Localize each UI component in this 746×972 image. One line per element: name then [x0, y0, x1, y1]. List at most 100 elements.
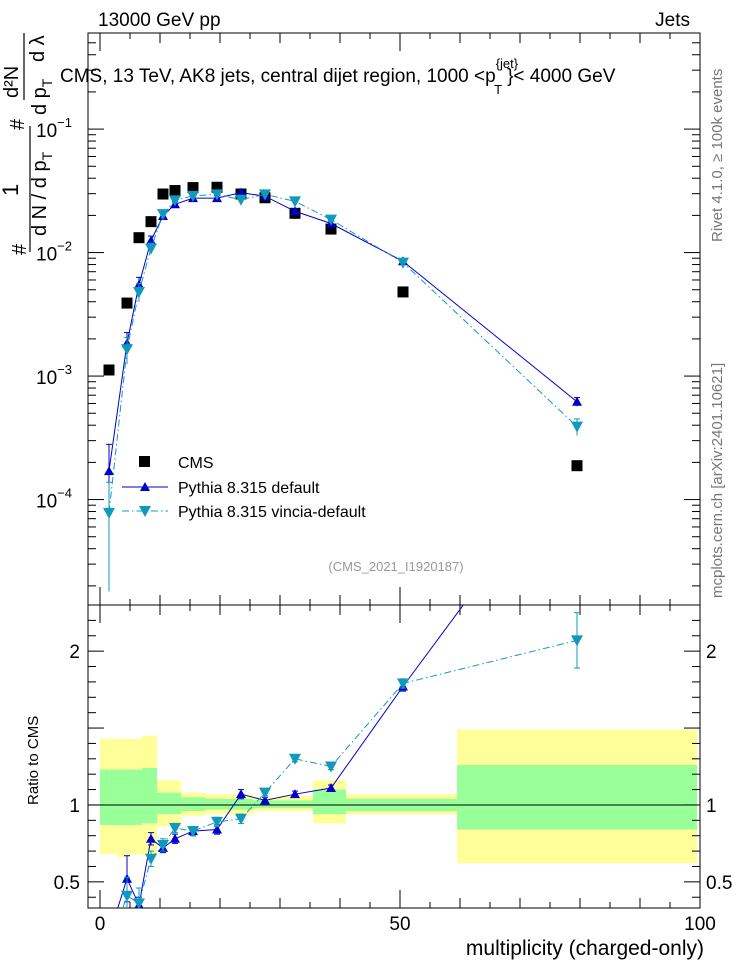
ylabel-hash-num: # [7, 118, 29, 130]
ratio-point-pythia-vincia [169, 823, 181, 835]
ylabel-dlambda: d λ [27, 35, 49, 62]
ratio-uncertainty-bands [100, 729, 697, 864]
ratio-point-pythia-default [104, 931, 114, 940]
data-point-pythia-vincia [157, 209, 169, 221]
ratio-line-pythia-vincia [122, 639, 578, 908]
ylabel-d2n: d²N [1, 66, 23, 98]
ratio-line-pythia-default [117, 605, 464, 908]
ratio-band-inner [181, 797, 205, 812]
ratio-point-pythia-vincia [325, 761, 337, 773]
data-point-cms [397, 286, 409, 298]
ratio-point-pythia-vincia [571, 635, 583, 647]
ratio-y-tick-label-right: 2 [706, 642, 717, 663]
ratio-band-inner [142, 768, 157, 824]
main-y-axis-label: 1 # d N / d pT # d²N d pT d λ [0, 33, 55, 255]
ratio-band-inner [130, 769, 142, 825]
ratio-point-pythia-default [326, 783, 336, 793]
data-point-pythia-vincia [145, 243, 157, 255]
plot-title-end: }< 4000 GeV [507, 66, 616, 87]
data-point-pythia-vincia [235, 194, 247, 206]
ylabel-dpt: d pT [29, 78, 55, 115]
data-point-pythia-vincia [133, 286, 145, 298]
ratio-band-inner [157, 792, 181, 815]
ratio-y-axis-label: Ratio to CMS [25, 716, 42, 805]
data-point-cms [145, 216, 157, 228]
data-point-cms [121, 297, 133, 309]
legend-label-pythia-vincia: Pythia 8.315 vincia-default [178, 504, 366, 521]
data-point-cms [157, 188, 169, 200]
ratio-point-pythia-default [212, 824, 222, 834]
header-right: Jets [655, 10, 690, 31]
ratio-data-series [103, 446, 583, 954]
ratio-band-inner [118, 769, 130, 825]
plot-title-sub: T [494, 82, 502, 97]
data-point-cms [103, 364, 115, 376]
ratio-point-pythia-vincia [259, 787, 271, 799]
ratio-point-pythia-vincia [397, 678, 409, 690]
data-point-cms [571, 460, 583, 472]
data-point-cms [187, 182, 199, 194]
data-point-pythia-vincia [103, 507, 115, 519]
ylabel-hash-left: # [9, 243, 31, 255]
ratio-point-pythia-vincia [145, 853, 157, 865]
data-point-pythia-vincia [259, 189, 271, 201]
data-point-pythia-default [104, 466, 114, 476]
ratio-point-pythia-vincia [211, 816, 223, 828]
data-point-pythia-vincia [211, 189, 223, 201]
plot-title: CMS, 13 TeV, AK8 jets, central dijet reg… [60, 56, 616, 97]
rivet-version-label: Rivet 4.1.0, ≥ 100k events [709, 69, 726, 242]
data-point-cms [325, 223, 337, 235]
ratio-y-tick-label-right: 0.5 [706, 873, 732, 894]
x-tick-label: 50 [389, 914, 410, 935]
data-point-pythia-vincia [397, 257, 409, 269]
main-y-axis: 10−1 10−2 10−3 10−4 [36, 42, 700, 587]
ratio-band-inner [229, 798, 253, 810]
data-point-cms [211, 181, 223, 193]
ratio-band-inner [205, 798, 229, 810]
data-point-pythia-vincia [169, 195, 181, 207]
legend: CMS Pythia 8.315 default Pythia 8.315 vi… [122, 455, 366, 521]
data-point-pythia-default [572, 396, 582, 406]
ratio-band-inner [100, 769, 118, 825]
ylabel-one: 1 [0, 184, 23, 196]
ylabel-denominator: d N / d pT [29, 151, 55, 236]
data-point-cms [169, 185, 181, 197]
data-point-pythia-vincia [289, 196, 301, 208]
series-line-pythia-default [108, 192, 578, 472]
data-point-pythia-vincia [571, 421, 583, 433]
ratio-point-pythia-vincia [103, 943, 115, 954]
ratio-y-tick-label: 0.5 [54, 873, 80, 894]
ratio-band-inner [277, 800, 313, 809]
x-tick-label: 0 [95, 914, 106, 935]
ratio-point-pythia-default [290, 789, 300, 799]
ratio-point-pythia-vincia [121, 890, 133, 902]
legend-label-cms: CMS [178, 455, 214, 472]
x-axis-label: multiplicity (charged-only) [466, 937, 704, 960]
plot-title-main: CMS, 13 TeV, AK8 jets, central dijet reg… [60, 66, 496, 87]
main-y-tick-label: 10−4 [36, 486, 72, 513]
legend-marker-pythia-vincia [139, 506, 151, 517]
main-data-series [103, 181, 583, 592]
ratio-point-pythia-default [146, 833, 156, 843]
ratio-point-pythia-vincia [289, 753, 301, 765]
x-axis: 0 50 100 [95, 33, 716, 935]
main-y-tick-label: 10−3 [36, 362, 72, 389]
ratio-y-tick-label: 1 [69, 796, 80, 817]
legend-label-pythia-default: Pythia 8.315 default [178, 480, 320, 497]
data-point-pythia-vincia [325, 214, 337, 226]
plot-title-sup: {jet} [496, 56, 519, 71]
ratio-point-pythia-vincia [133, 898, 145, 908]
ratio-point-pythia-default [260, 795, 270, 805]
data-point-pythia-default [236, 187, 246, 197]
ratio-point-pythia-default [170, 833, 180, 843]
ratio-y-tick-label: 2 [69, 642, 80, 663]
ratio-band-inner [313, 789, 346, 815]
main-y-tick-label: 10−2 [36, 239, 72, 266]
analysis-watermark: (CMS_2021_I1920187) [328, 559, 463, 574]
ratio-y-tick-label-right: 1 [706, 796, 717, 817]
ratio-point-pythia-default [572, 446, 582, 455]
ratio-point-pythia-vincia [187, 826, 199, 838]
ratio-y-axis: 2 2 1 1 0.5 0.5 [54, 619, 732, 898]
data-point-pythia-vincia [121, 344, 133, 356]
